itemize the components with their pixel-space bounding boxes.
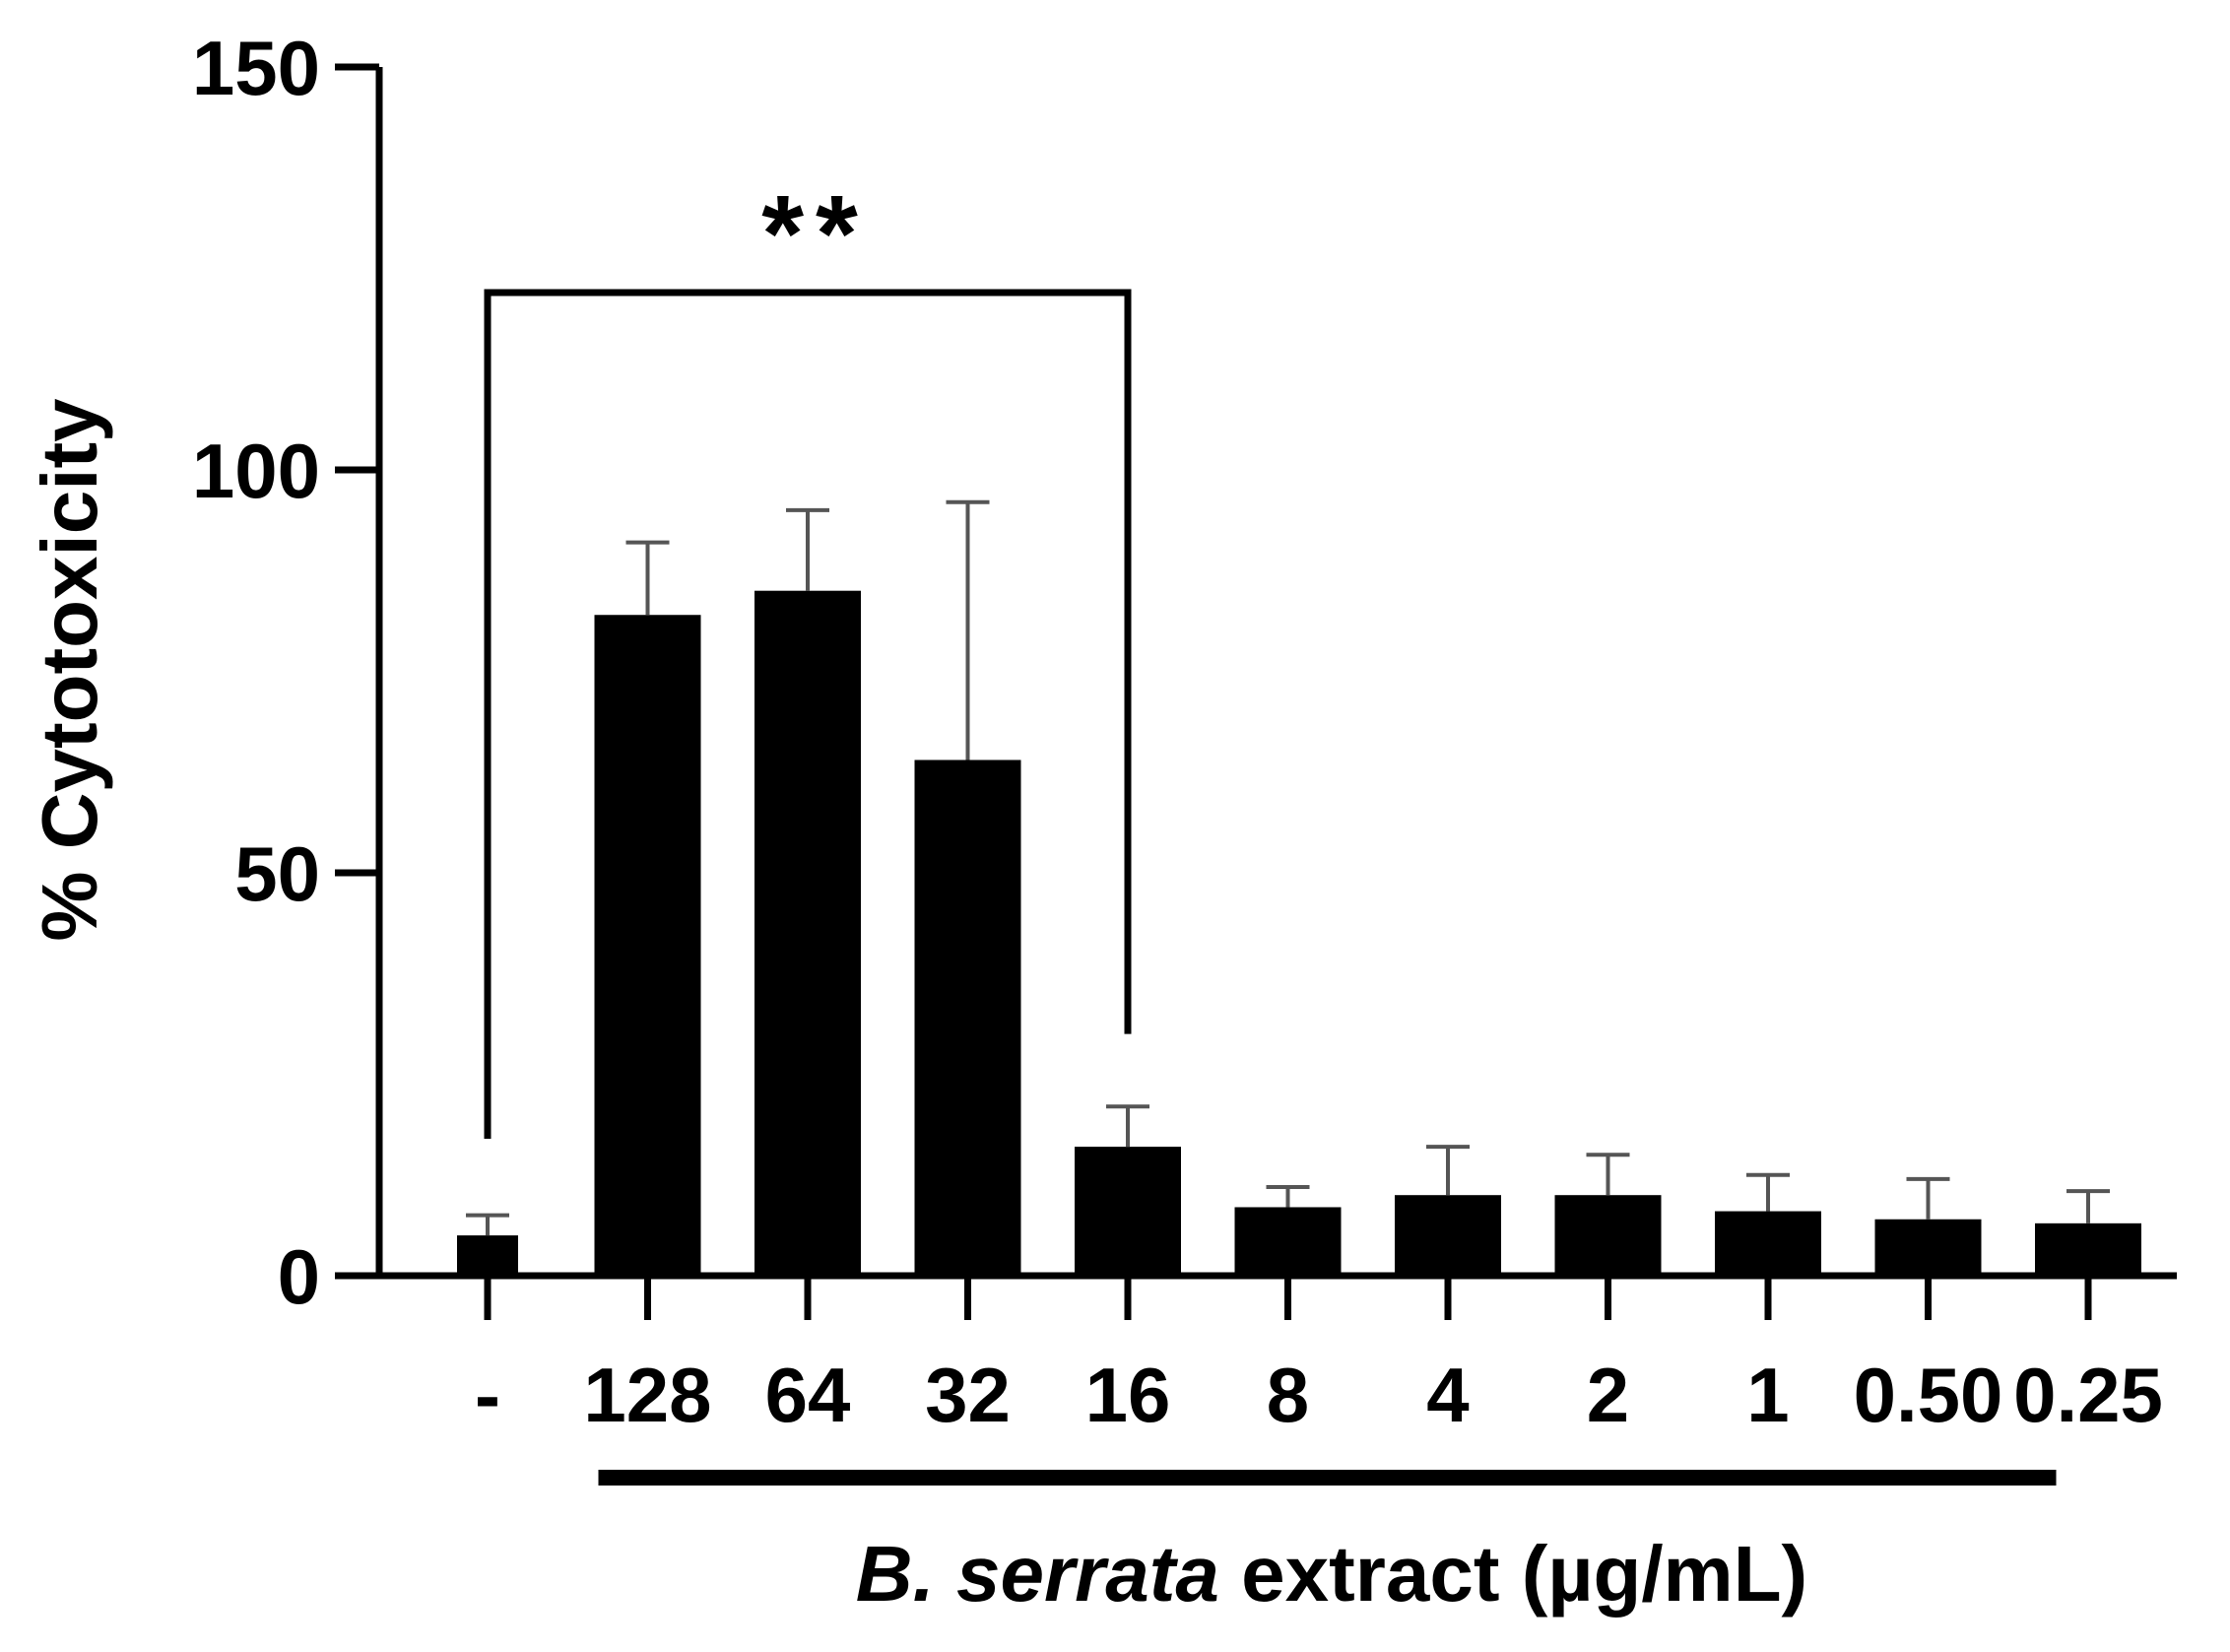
y-tick-label: 0 (278, 1233, 320, 1320)
bar-64 (754, 590, 861, 1276)
y-tick-label: 150 (192, 25, 320, 111)
x-tick-label: 0.50 (1854, 1352, 2003, 1438)
y-tick-label: 50 (234, 830, 320, 917)
axes-layer (375, 67, 2177, 1280)
bar-128 (594, 615, 701, 1276)
x-axis-label: B. serrata extract (µg/mL) (856, 1530, 1807, 1618)
error-bars-layer (466, 499, 2110, 1236)
x-tick-label: 16 (1085, 1352, 1171, 1438)
bar-0.25 (2035, 1222, 2141, 1276)
x-tick-label: 0.25 (2013, 1352, 2163, 1438)
bars-layer (457, 590, 2141, 1276)
ticks-layer (335, 63, 2092, 1320)
x-axis-label-unit: extract (µg/mL) (1219, 1530, 1807, 1618)
bar-1 (1715, 1211, 1821, 1276)
y-tick-label: 100 (192, 428, 320, 514)
bar-2 (1554, 1195, 1662, 1276)
x-tick-label: 2 (1587, 1352, 1629, 1438)
bar-0.50 (1874, 1219, 1982, 1276)
bar-4 (1395, 1195, 1501, 1276)
y-axis-label: % Cytotoxicity (26, 398, 113, 942)
bar-16 (1075, 1147, 1181, 1276)
bar-control (457, 1235, 518, 1276)
significance-bracket (484, 289, 1132, 1139)
x-axis-label-species: B. serrata (856, 1530, 1219, 1618)
x-tick-label: 1 (1746, 1352, 1789, 1438)
x-tick-label: 64 (765, 1352, 851, 1438)
significance-label: ** (761, 173, 870, 295)
bar-32 (914, 760, 1021, 1276)
x-tick-label: 128 (583, 1352, 711, 1438)
x-tick-label: 8 (1267, 1352, 1309, 1438)
x-tick-label: 4 (1426, 1352, 1469, 1438)
x-tick-label: - (475, 1352, 500, 1438)
labels-layer: 0 50 100 150 - 128 64 32 16 8 4 2 1 0.50 0.25 % Cytotox… (26, 25, 2163, 1618)
annotations-layer: ** (484, 173, 2057, 1486)
bar-8 (1234, 1207, 1342, 1276)
x-tick-label: 32 (925, 1352, 1011, 1438)
